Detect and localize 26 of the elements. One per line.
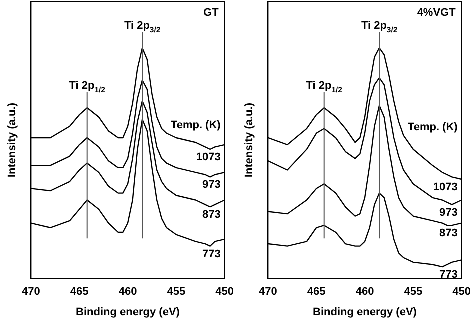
- series-label: 973: [202, 179, 221, 192]
- x-tick-label: 455: [167, 286, 186, 298]
- series-label: 873: [202, 209, 221, 222]
- series-label: 873: [439, 228, 458, 240]
- x-tick-label: 465: [70, 286, 89, 298]
- series-label: 1073: [196, 152, 221, 164]
- x-tick-label: 470: [259, 286, 278, 298]
- x-tick-label: 460: [118, 286, 138, 298]
- series-label: 973: [439, 206, 458, 219]
- x-tick-label: 450: [216, 286, 234, 298]
- series-label: 773: [202, 248, 221, 260]
- chart-title: GT: [204, 7, 220, 19]
- legend-title: Temp. (K): [408, 122, 458, 134]
- y-axis-title: Intensity (a.u.): [244, 102, 256, 178]
- x-tick-label: 470: [22, 286, 40, 298]
- x-axis-title: Binding energy (eV): [313, 306, 418, 318]
- series-label: 773: [439, 269, 458, 282]
- x-tick-label: 450: [452, 286, 472, 298]
- series-label: 1073: [433, 181, 458, 194]
- chart-title: 4%VGT: [417, 7, 456, 19]
- x-tick-label: 465: [307, 286, 326, 298]
- legend-title: Temp. (K): [170, 119, 222, 132]
- y-axis-title: Intensity (a.u.): [6, 102, 19, 178]
- x-tick-label: 455: [404, 286, 423, 298]
- x-tick-label: 460: [356, 286, 374, 298]
- x-axis-title: Binding energy (eV): [76, 306, 180, 318]
